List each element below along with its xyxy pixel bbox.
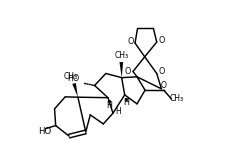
Text: CH₃: CH₃ bbox=[170, 94, 184, 103]
Text: H: H bbox=[123, 98, 129, 107]
Text: O: O bbox=[125, 67, 131, 76]
Polygon shape bbox=[72, 83, 78, 97]
Text: HO: HO bbox=[68, 74, 80, 83]
Text: O: O bbox=[159, 36, 165, 45]
Text: CH₃: CH₃ bbox=[64, 72, 78, 81]
Text: O: O bbox=[161, 81, 166, 90]
Text: O: O bbox=[158, 67, 165, 76]
Text: HO: HO bbox=[38, 127, 51, 136]
Text: H: H bbox=[106, 101, 112, 110]
Text: H: H bbox=[115, 107, 121, 116]
Text: CH₃: CH₃ bbox=[114, 51, 128, 60]
Text: O: O bbox=[127, 37, 133, 46]
Polygon shape bbox=[120, 62, 123, 78]
